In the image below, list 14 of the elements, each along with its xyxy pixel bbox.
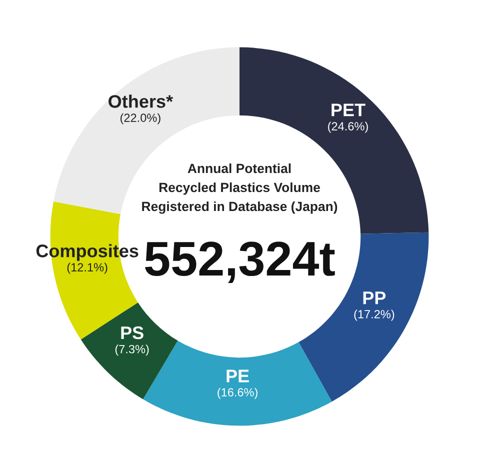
data-label: (22.0%) (120, 113, 160, 124)
slice-label: PE (226, 370, 249, 382)
data-label: (12.1%) (67, 262, 108, 274)
data-label: (16.6%) (218, 388, 258, 399)
slice-label: PET (332, 104, 366, 116)
data-label: (17.2%) (354, 310, 394, 321)
slice-label: Others* (108, 94, 174, 108)
text: 552,324t (145, 242, 335, 284)
donut-slice (80, 302, 178, 400)
data-label: (7.3%) (115, 344, 149, 356)
slice-label: PS (121, 326, 144, 340)
text: Annual Potential Recycled Plastics Volume Registered in Database (Japan) (142, 163, 338, 214)
data-label: (24.6%) (328, 122, 368, 133)
slice-label: PP (363, 292, 386, 304)
